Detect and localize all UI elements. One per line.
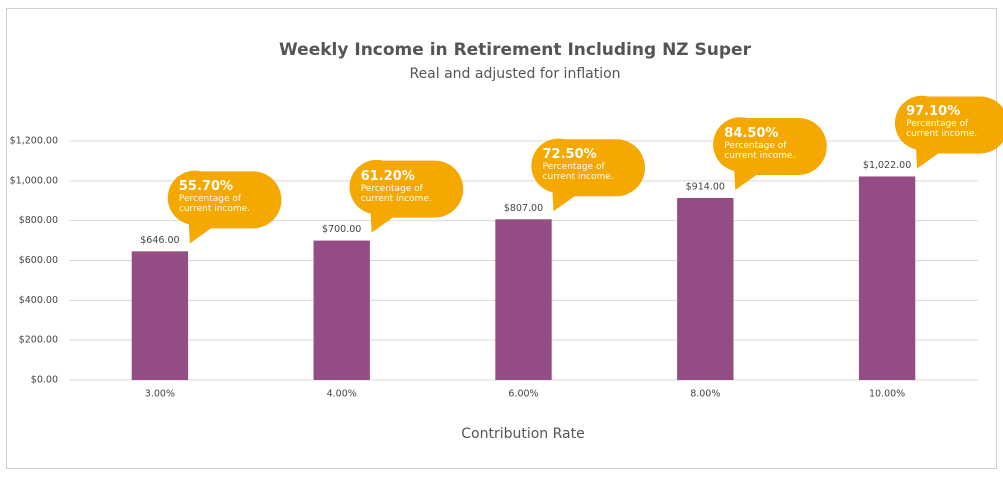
value-label: $1,022.00 [863, 160, 911, 171]
callout: 84.50% Percentage of current income. [724, 126, 816, 161]
callout-text: Percentage of current income. [360, 183, 432, 204]
y-tick-label: $600.00 [19, 255, 58, 266]
callout: 61.20% Percentage of current income. [361, 169, 453, 204]
callout: 72.50% Percentage of current income. [543, 147, 635, 182]
callout-title: 72.50% [542, 147, 597, 163]
callout: 55.70% Percentage of current income. [179, 179, 271, 214]
callout-bubble [894, 95, 1003, 169]
x-tick-label: 10.00% [869, 389, 905, 400]
callout-title: 61.20% [360, 168, 415, 184]
value-label: $807.00 [504, 203, 543, 214]
callout-bubble [531, 138, 645, 212]
y-tick-label: $200.00 [19, 335, 58, 346]
callout-title: 97.10% [906, 104, 961, 120]
callout-text: Percentage of current income. [542, 162, 614, 183]
y-tick-label: $400.00 [19, 295, 58, 306]
callout-title: 84.50% [724, 125, 779, 141]
value-label: $700.00 [322, 224, 361, 235]
bar [313, 240, 370, 380]
bar [858, 176, 916, 380]
value-label: $914.00 [686, 181, 725, 192]
y-tick-label: $1,000.00 [10, 175, 58, 186]
chart-subtitle: Real and adjusted for inflation [409, 66, 620, 82]
callout-text: Percentage of current income. [724, 140, 796, 161]
x-tick-label: 8.00% [690, 389, 720, 400]
callout-text: Percentage of current income. [906, 119, 978, 140]
chart-title: Weekly Income in Retirement Including NZ… [279, 40, 752, 60]
bar [495, 219, 552, 380]
y-tick-label: $1,200.00 [10, 136, 58, 147]
callout-text: Percentage of current income. [178, 194, 251, 215]
value-label: $646.00 [140, 235, 179, 246]
x-axis-label: Contribution Rate [461, 426, 584, 442]
y-tick-label: $800.00 [19, 215, 58, 226]
callout-bubble [349, 159, 464, 233]
x-tick-label: 3.00% [145, 389, 175, 400]
callout: 97.10% Percentage of current income. [906, 104, 998, 139]
x-tick-label: 6.00% [508, 389, 538, 400]
callout-title: 55.70% [178, 179, 234, 195]
x-tick-label: 4.00% [327, 389, 357, 400]
y-tick-label: $0.00 [31, 375, 58, 386]
bar [131, 251, 189, 380]
bar [677, 197, 734, 380]
callout-bubble [713, 117, 827, 190]
callout-bubble [167, 170, 282, 244]
